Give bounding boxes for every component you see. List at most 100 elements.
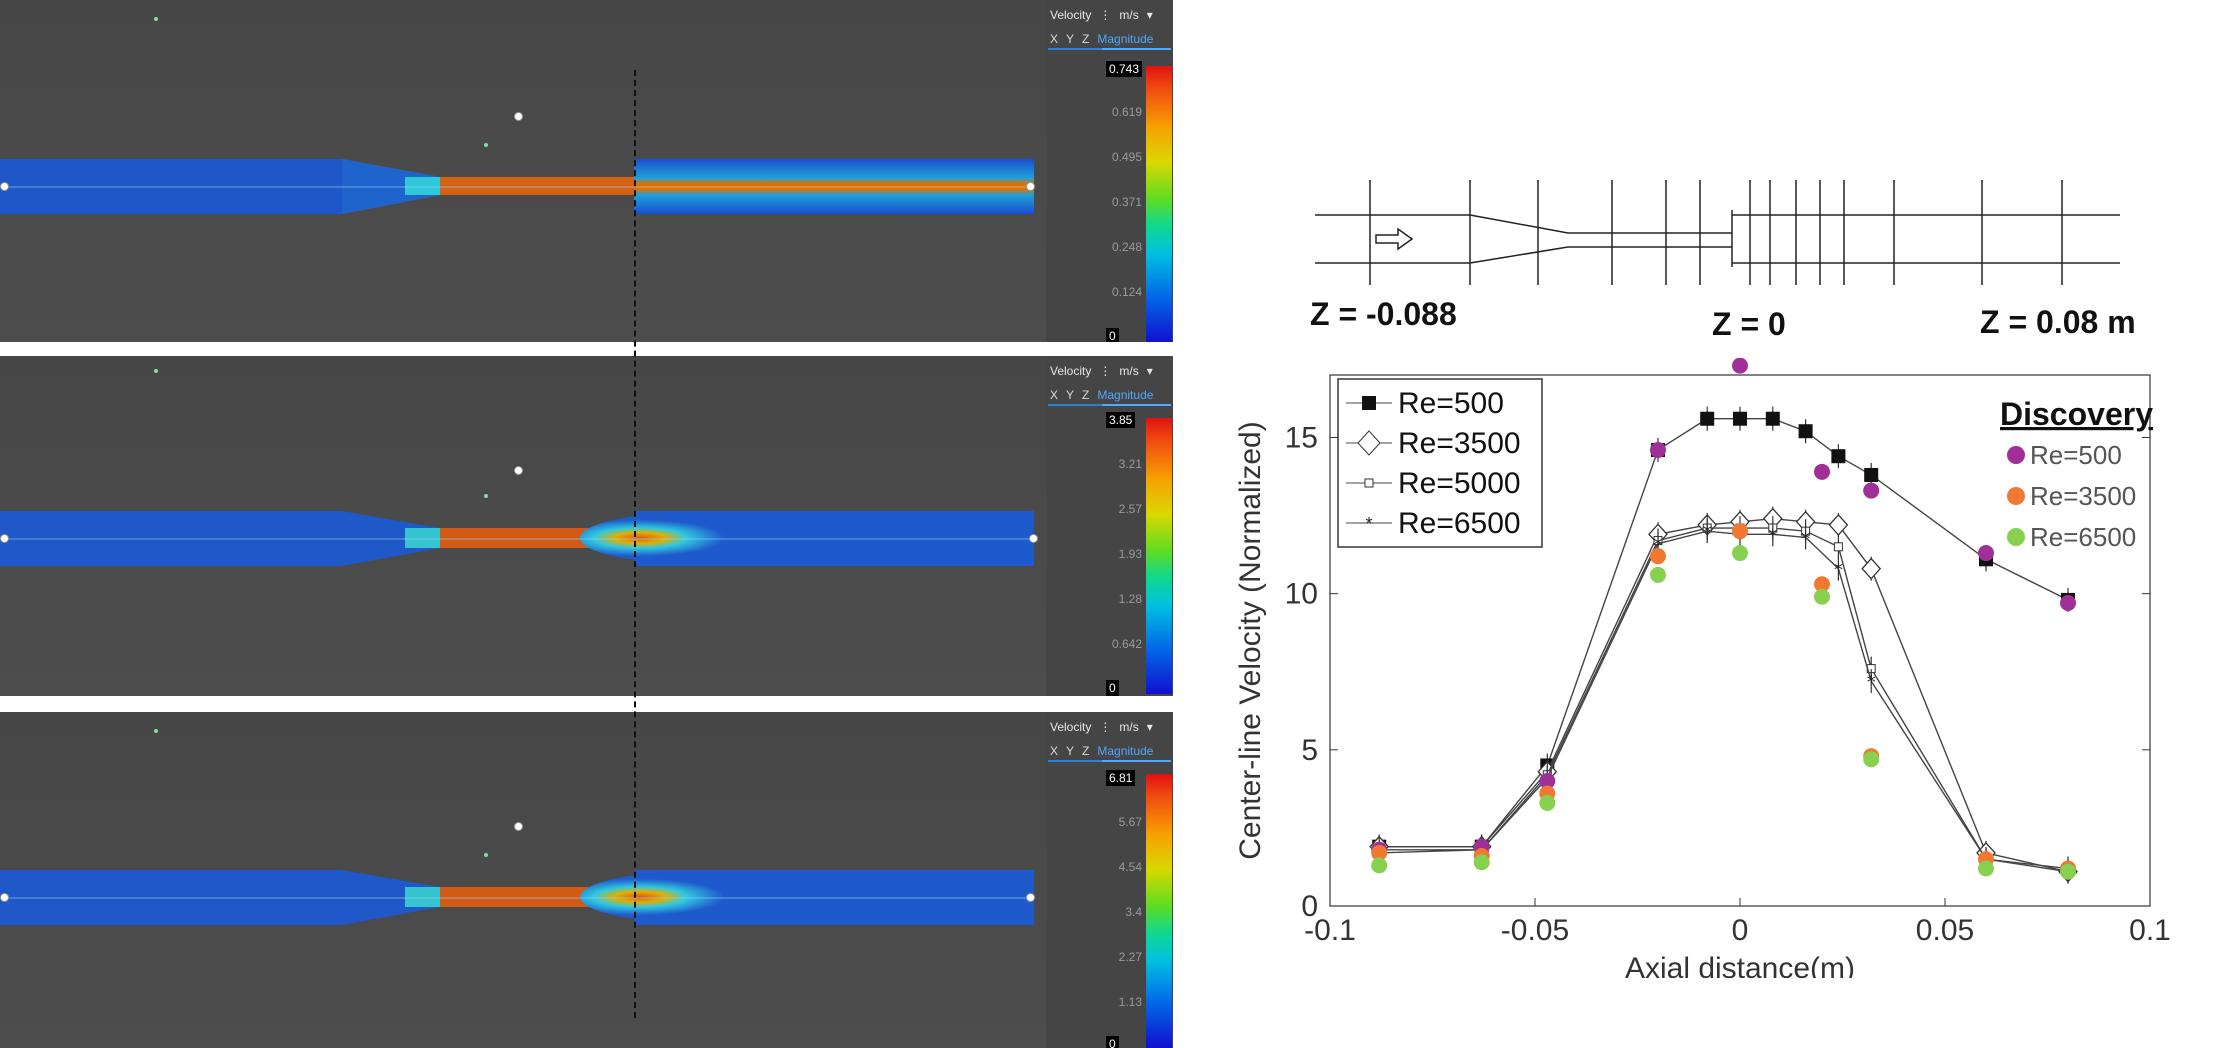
probe-point[interactable] bbox=[0, 534, 9, 543]
legend-label: Re=3500 bbox=[1398, 427, 1521, 460]
tick-label: 2.57 bbox=[1118, 502, 1142, 516]
unit-label[interactable]: m/s bbox=[1119, 8, 1139, 22]
unit-label[interactable]: m/s bbox=[1119, 720, 1139, 734]
tab-y[interactable]: Y bbox=[1066, 32, 1075, 46]
discovery-point-0 bbox=[1814, 463, 1830, 480]
chevron-down-icon[interactable]: ▾ bbox=[1146, 364, 1153, 378]
x-tick-label: -0.1 bbox=[1304, 914, 1356, 947]
tick-min: 0 bbox=[1106, 328, 1119, 342]
tick-label: 0.495 bbox=[1111, 150, 1142, 164]
tab-z[interactable]: Z bbox=[1082, 32, 1090, 46]
x-tick-label: 0.1 bbox=[2129, 914, 2171, 947]
field-label[interactable]: Velocity bbox=[1050, 720, 1092, 734]
probe-point[interactable] bbox=[0, 893, 9, 902]
discovery-point-0 bbox=[1978, 545, 1994, 562]
tab-y[interactable]: Y bbox=[1066, 388, 1075, 402]
pipe-geometry bbox=[0, 159, 1034, 214]
simulation-panel-1: Velocity ⋮ m/s ▾ X Y Z Magnitude 0.743 0.619 0… bbox=[0, 0, 1173, 342]
pipe-geometry bbox=[0, 511, 1034, 566]
discovery-point-1 bbox=[1650, 548, 1666, 565]
tab-magnitude[interactable]: Magnitude bbox=[1097, 744, 1154, 758]
chevron-down-icon[interactable]: ▾ bbox=[1146, 8, 1153, 22]
tab-magnitude[interactable]: Magnitude bbox=[1097, 388, 1154, 402]
tab-z[interactable]: Z bbox=[1082, 388, 1090, 402]
tab-x[interactable]: X bbox=[1050, 744, 1059, 758]
tab-magnitude[interactable]: Magnitude bbox=[1097, 32, 1154, 46]
reference-dashed-line bbox=[634, 70, 636, 1018]
tick-label: 1.93 bbox=[1118, 547, 1142, 561]
series-line-0 bbox=[1379, 418, 2069, 848]
discovery-title: Discovery bbox=[2000, 396, 2153, 432]
discovery-point-0 bbox=[1650, 441, 1666, 458]
discovery-point-2 bbox=[2060, 863, 2076, 880]
z-label-right: Z = 0.08 m bbox=[1980, 304, 2136, 340]
legend-label: Re=500 bbox=[1398, 387, 1504, 420]
tick-label: 1.13 bbox=[1118, 995, 1142, 1009]
data-point: * bbox=[1768, 525, 1777, 546]
probe-point[interactable] bbox=[514, 822, 523, 831]
probe-point[interactable] bbox=[0, 182, 9, 191]
colorbar bbox=[1146, 66, 1172, 342]
legend-marker: * bbox=[1365, 514, 1372, 534]
menu-icon[interactable]: ⋮ bbox=[1099, 720, 1112, 734]
colorbar-header: Velocity ⋮ m/s ▾ bbox=[1050, 8, 1161, 22]
data-point: * bbox=[1867, 672, 1876, 693]
tab-x[interactable]: X bbox=[1050, 388, 1059, 402]
marker-point bbox=[154, 729, 158, 733]
tick-label: 1.28 bbox=[1118, 592, 1142, 606]
data-point bbox=[1831, 449, 1846, 464]
marker-point bbox=[154, 369, 158, 373]
y-tick-label: 0 bbox=[1301, 890, 1318, 923]
marker-point bbox=[154, 17, 158, 21]
tab-x[interactable]: X bbox=[1050, 32, 1059, 46]
component-tabs: X Y Z Magnitude bbox=[1050, 388, 1161, 402]
tab-underline bbox=[1048, 404, 1171, 406]
legend-marker bbox=[1357, 430, 1381, 456]
probe-point[interactable] bbox=[514, 112, 523, 121]
colorbar-header: Velocity ⋮ m/s ▾ bbox=[1050, 364, 1161, 378]
x-tick-label: 0.05 bbox=[1916, 914, 1974, 947]
data-point: * bbox=[1654, 535, 1663, 556]
data-point: * bbox=[1703, 522, 1712, 543]
probe-point[interactable] bbox=[514, 466, 523, 475]
pipe-geometry bbox=[0, 870, 1034, 925]
series-line-3 bbox=[1379, 530, 2069, 873]
tab-y[interactable]: Y bbox=[1066, 744, 1075, 758]
discovery-point-2 bbox=[1650, 566, 1666, 583]
data-point bbox=[1733, 411, 1747, 426]
discovery-point-0 bbox=[1863, 482, 1880, 499]
probe-point[interactable] bbox=[1026, 893, 1035, 902]
pipe-schematic bbox=[1315, 180, 2120, 285]
series-line-2 bbox=[1379, 527, 2069, 870]
menu-icon[interactable]: ⋮ bbox=[1099, 8, 1112, 22]
discovery-point-2 bbox=[1473, 854, 1490, 871]
legend-marker bbox=[1364, 478, 1374, 488]
discovery-point-2 bbox=[1814, 588, 1830, 605]
probe-point[interactable] bbox=[1026, 182, 1035, 191]
data-point bbox=[1864, 467, 1879, 482]
tick-label: 2.27 bbox=[1118, 950, 1142, 964]
discovery-legend-label: Re=500 bbox=[2030, 440, 2122, 470]
x-tick-label: -0.05 bbox=[1501, 914, 1569, 947]
discovery-point-2 bbox=[1732, 545, 1748, 562]
discovery-point-0 bbox=[1732, 358, 1748, 374]
z-label-left: Z = -0.088 bbox=[1310, 296, 1457, 332]
discovery-point-2 bbox=[1863, 751, 1880, 768]
tick-label: 4.54 bbox=[1118, 860, 1142, 874]
data-point bbox=[1798, 424, 1813, 439]
data-point bbox=[1861, 557, 1882, 580]
menu-icon[interactable]: ⋮ bbox=[1099, 364, 1112, 378]
unit-label[interactable]: m/s bbox=[1119, 364, 1139, 378]
tab-z[interactable]: Z bbox=[1082, 744, 1090, 758]
simulation-panel-3: Velocity ⋮ m/s ▾ X Y Z Magnitude 6.81 5.67 4.5… bbox=[0, 712, 1173, 1048]
discovery-point-2 bbox=[1371, 857, 1388, 874]
y-tick-label: 5 bbox=[1301, 734, 1318, 767]
marker-point bbox=[484, 143, 488, 147]
z-label-mid: Z = 0 bbox=[1712, 306, 1786, 342]
chevron-down-icon[interactable]: ▾ bbox=[1146, 720, 1153, 734]
field-label[interactable]: Velocity bbox=[1050, 8, 1092, 22]
simulation-panel-2: Velocity ⋮ m/s ▾ X Y Z Magnitude 3.85 3.21 2.5… bbox=[0, 356, 1173, 696]
field-label[interactable]: Velocity bbox=[1050, 364, 1092, 378]
probe-point[interactable] bbox=[1029, 534, 1038, 543]
y-axis-label: Center-line Velocity (Normalized) bbox=[1234, 421, 1267, 860]
